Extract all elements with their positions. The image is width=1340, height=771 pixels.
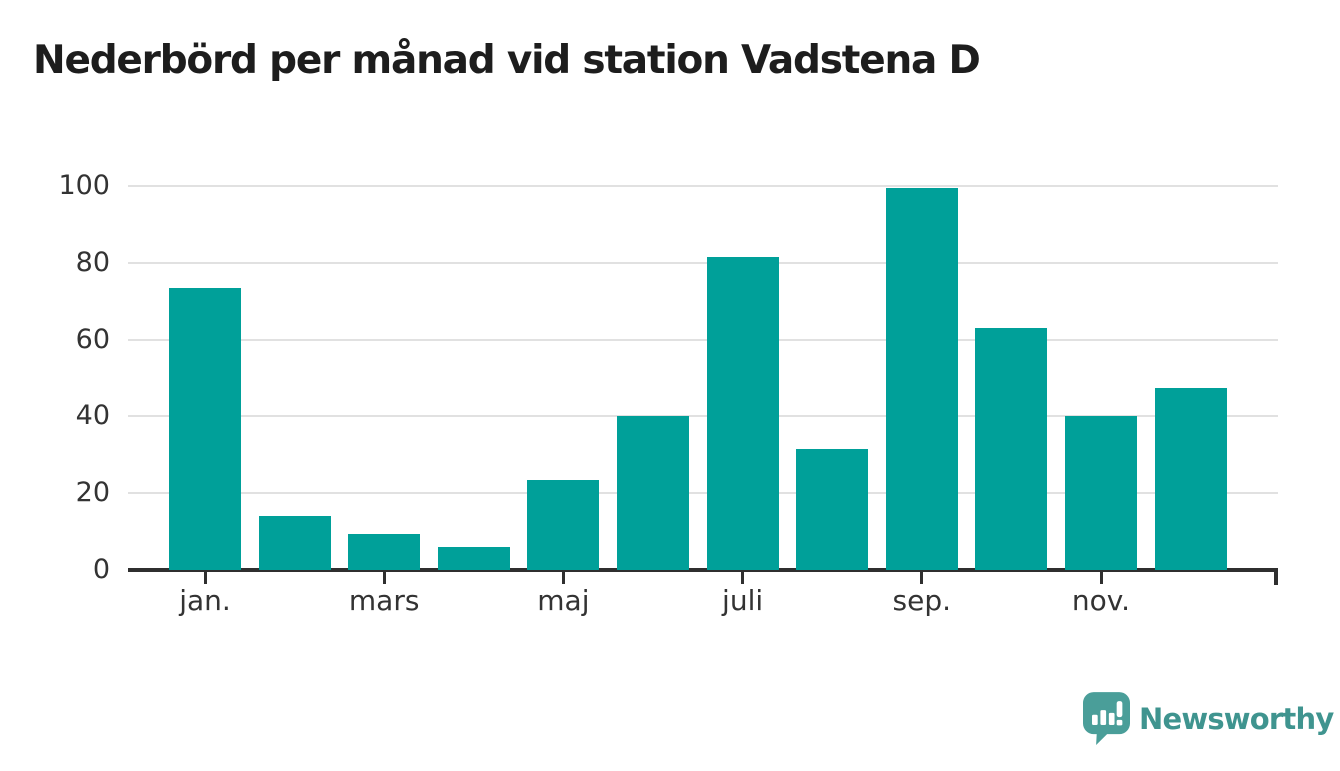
bar-chart-plot-area: jan. mars maj juli sep. nov. 0 20 40 60 80 100 [58,170,1278,616]
gridline-y-20 [128,492,1278,495]
bar-month-2 [258,516,331,570]
newsworthy-speech-bubble-chart-icon [1083,692,1130,745]
x-axis-tick-juli [741,572,745,584]
logo-mini-bars [1092,701,1123,726]
x-axis-tick-maj [561,572,565,584]
y-axis-label-20: 20 [75,477,110,509]
x-axis-end-tick [1274,568,1278,585]
y-axis-label-100: 100 [58,170,110,201]
bar-month-1 [169,287,241,570]
x-axis-label-nov.: nov. [1071,584,1131,617]
x-axis-tick-mars [382,572,386,584]
x-axis-label-jan.: jan. [179,584,231,617]
y-axis-label-0: 0 [92,554,110,585]
bar-month-3 [348,533,421,570]
bar-month-11 [1065,416,1137,570]
bar-month-4 [437,546,510,570]
bar-month-7 [706,257,779,570]
gridline-y-100 [128,185,1278,187]
bar-month-10 [975,328,1048,570]
newsworthy-logo[interactable]: Newsworthy [1083,692,1334,745]
newsworthy-wordmark: Newsworthy [1139,701,1334,736]
bar-month-12 [1154,387,1227,570]
bar-month-9 [885,187,958,570]
gridline-y-40 [128,415,1278,418]
x-axis-label-maj: maj [537,584,590,617]
x-axis-tick-nov. [1099,572,1103,584]
x-axis-tick-jan. [203,572,207,584]
gridline-y-60 [128,338,1278,341]
gridline-y-80 [128,261,1278,264]
bar-month-8 [796,449,869,570]
chart-title: Nederbörd per månad vid station Vadstena… [33,38,981,83]
y-axis-label-80: 80 [75,246,110,278]
x-axis-label-sep.: sep. [892,584,952,617]
x-axis-label-mars: mars [348,584,420,617]
y-axis-label-40: 40 [75,400,110,432]
x-axis-label-juli: juli [722,584,764,617]
x-axis-tick-sep. [920,572,924,584]
y-axis-label-60: 60 [75,323,110,355]
x-axis-line [128,568,1278,572]
bar-month-5 [527,479,600,570]
bar-month-6 [617,416,689,570]
